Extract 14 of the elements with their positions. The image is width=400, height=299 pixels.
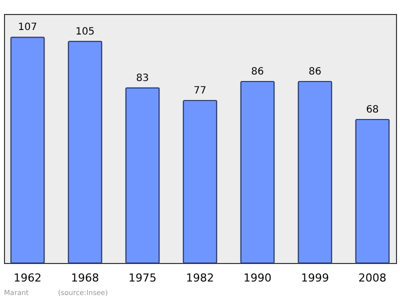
x-tick-label: 1962 xyxy=(14,272,42,284)
data-label: 86 xyxy=(308,66,322,78)
x-tick-label: 1990 xyxy=(243,272,272,284)
x-tick-label: 1999 xyxy=(300,272,329,284)
data-label: 68 xyxy=(366,104,379,116)
x-tick-label: 1975 xyxy=(128,272,157,284)
data-label: 77 xyxy=(194,86,206,97)
data-label: 83 xyxy=(136,72,149,84)
data-label: 86 xyxy=(251,66,264,78)
data-label: 105 xyxy=(75,26,95,38)
x-tick-label: 2008 xyxy=(358,272,386,284)
x-tick-label: 1968 xyxy=(71,272,100,284)
data-label: 107 xyxy=(18,22,38,34)
x-tick-label: 1982 xyxy=(186,272,214,284)
